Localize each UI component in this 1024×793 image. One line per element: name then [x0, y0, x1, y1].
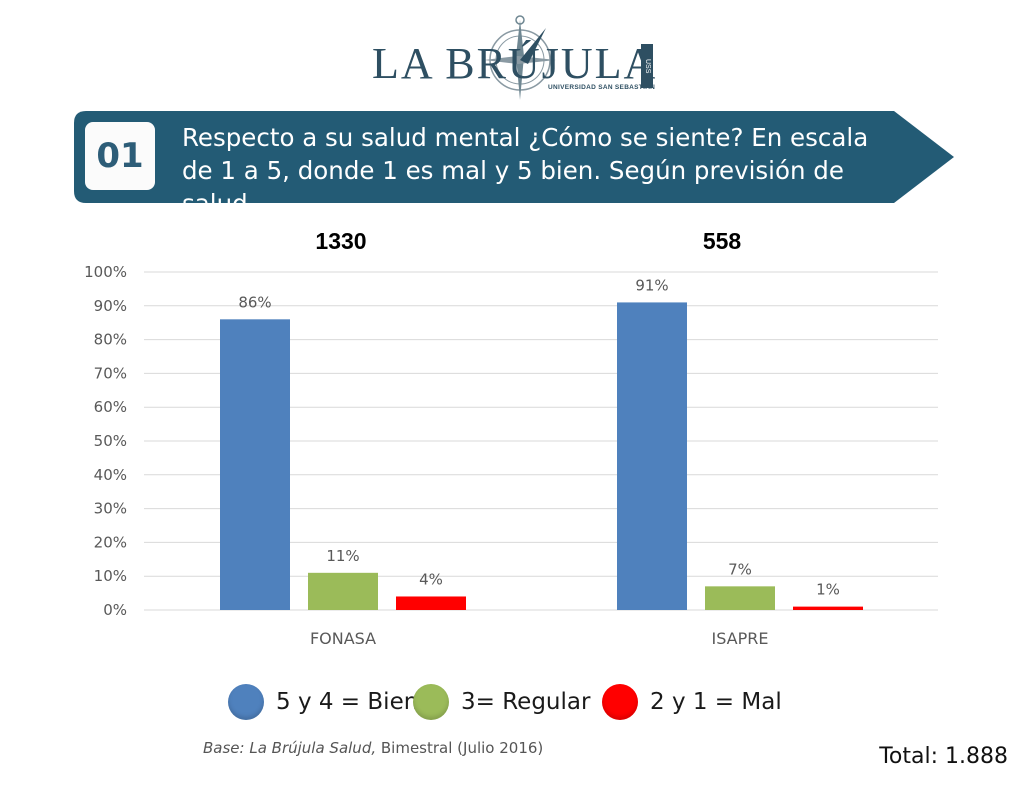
data-label: 1% [816, 581, 840, 599]
y-tick-label: 90% [94, 297, 127, 315]
y-tick-label: 40% [94, 466, 127, 484]
legend-item-bien: 5 y 4 = Bien [228, 684, 418, 720]
logo: LA BRÚJULA UNIVERSIDAD SAN SEBASTIÁN USS [370, 14, 670, 104]
bar [617, 302, 687, 610]
legend-dot-bien [228, 684, 264, 720]
bar [396, 596, 466, 610]
y-tick-label: 50% [94, 432, 127, 450]
legend: 5 y 4 = Bien 3= Regular 2 y 1 = Mal [0, 680, 1024, 730]
legend-dot-mal [602, 684, 638, 720]
bar [308, 572, 378, 610]
y-tick-label: 20% [94, 533, 127, 551]
data-label: 11% [326, 547, 359, 565]
y-tick-label: 30% [94, 500, 127, 518]
logo-text: LA BRÚJULA [372, 39, 658, 88]
x-tick-label: ISAPRE [712, 629, 769, 648]
legend-item-regular: 3= Regular [413, 684, 590, 720]
question-banner: 01 Respecto a su salud mental ¿Cómo se s… [74, 111, 956, 218]
banner-shape [74, 111, 954, 203]
y-tick-label: 80% [94, 331, 127, 349]
y-tick-label: 60% [94, 398, 127, 416]
base-note-period: Bimestral (Julio 2016) [376, 739, 544, 757]
question-number-badge: 01 [85, 122, 155, 190]
base-note-source: Base: La Brújula Salud, [203, 739, 377, 757]
legend-item-mal: 2 y 1 = Mal [602, 684, 782, 720]
bar [793, 606, 863, 610]
legend-dot-regular [413, 684, 449, 720]
compass-icon [484, 15, 556, 100]
x-tick-label: FONASA [310, 629, 376, 648]
y-tick-label: 100% [84, 263, 127, 281]
bar [220, 319, 290, 610]
grand-total: Total: 1.888 [879, 744, 1008, 769]
data-label: 4% [419, 570, 443, 588]
legend-label-mal: 2 y 1 = Mal [650, 689, 782, 715]
logo-side-text: USS [641, 44, 653, 88]
y-tick-label: 0% [103, 601, 127, 619]
y-tick-label: 10% [94, 567, 127, 585]
legend-label-regular: 3= Regular [461, 689, 591, 715]
base-note: Base: La Brújula Salud, Bimestral (Julio… [203, 739, 543, 757]
logo-subtitle: UNIVERSIDAD SAN SEBASTIÁN [548, 84, 656, 91]
group-total-isapre: 558 [702, 228, 742, 254]
legend-label-bien: 5 y 4 = Bien [276, 689, 419, 715]
data-label: 86% [238, 293, 271, 311]
bar-chart: 0% 10% 20% 30% 40% 50% 60% 70% 80% 90% 100% 86% 11% 4… [84, 263, 938, 648]
data-label: 91% [635, 276, 668, 294]
data-label: 7% [728, 560, 752, 578]
bar [705, 586, 775, 610]
group-total-fonasa: 1330 [315, 228, 367, 254]
y-tick-label: 70% [94, 364, 127, 382]
question-text: Respecto a su salud mental ¿Cómo se sien… [182, 123, 869, 218]
